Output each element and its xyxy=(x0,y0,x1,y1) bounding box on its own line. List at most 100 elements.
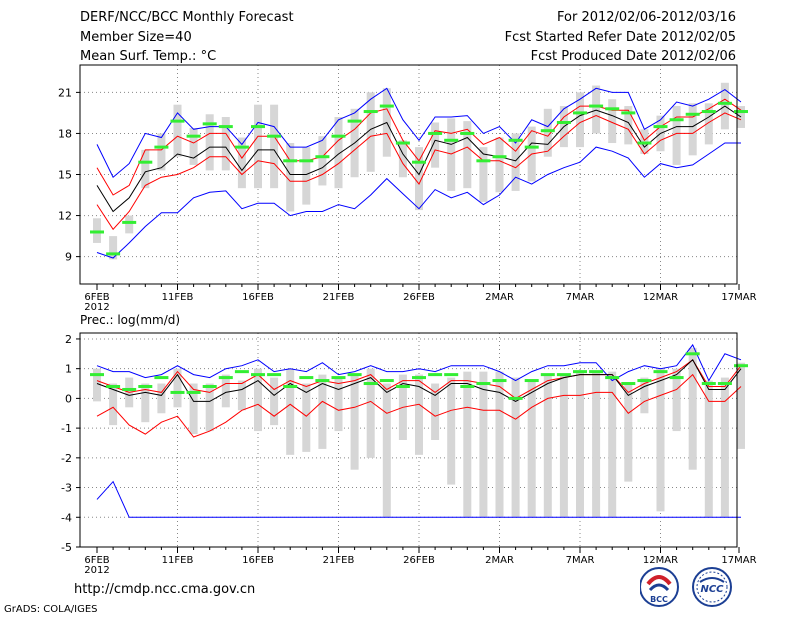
spread-box xyxy=(125,215,134,234)
spread-box xyxy=(447,377,456,485)
x-tick-label: 7MAR xyxy=(566,292,595,303)
spread-box xyxy=(608,371,617,518)
x-year-label: 2012 xyxy=(84,565,109,576)
median-marker xyxy=(251,125,265,129)
spread-box xyxy=(737,106,745,128)
median-marker xyxy=(476,159,491,163)
spread-box xyxy=(173,368,182,408)
spread-box xyxy=(640,377,649,414)
x-tick-label: 11FEB xyxy=(162,292,194,303)
spread-box xyxy=(237,380,246,411)
median-marker xyxy=(556,373,571,377)
x-tick-label: 11FEB xyxy=(162,555,194,566)
spread-box xyxy=(527,380,536,518)
bcc-logo-icon: BCC xyxy=(640,567,679,607)
median-marker xyxy=(637,379,652,383)
spread-box xyxy=(366,92,375,172)
spread-box xyxy=(350,374,359,470)
median-marker xyxy=(508,396,523,400)
median-marker xyxy=(701,382,716,386)
bcc-logo-text: BCC xyxy=(650,595,668,604)
median-marker xyxy=(283,159,298,163)
median-marker xyxy=(653,370,668,374)
spread-box xyxy=(286,143,295,212)
spread-box xyxy=(559,374,568,518)
median-marker xyxy=(669,376,684,380)
median-marker xyxy=(347,373,362,377)
median-marker xyxy=(363,110,378,114)
spread-box xyxy=(495,137,504,193)
spread-box xyxy=(463,121,472,189)
spread-box xyxy=(302,147,311,205)
x-tick-label: 16FEB xyxy=(242,555,274,566)
upper-sd-line xyxy=(96,359,742,399)
median-marker xyxy=(122,220,137,224)
x-tick-label: 21FEB xyxy=(323,555,355,566)
median-marker xyxy=(251,373,265,377)
spread-box xyxy=(704,103,713,145)
spread-box xyxy=(141,149,150,189)
median-marker xyxy=(540,373,555,377)
spread-box xyxy=(286,368,295,455)
median-marker xyxy=(234,370,249,374)
median-marker xyxy=(218,376,233,380)
spread-box xyxy=(141,383,150,423)
median-marker xyxy=(395,385,410,388)
median-marker xyxy=(621,111,636,115)
y-tick-label: -3 xyxy=(61,482,72,495)
x-tick-label: 2MAR xyxy=(485,292,514,303)
spread-box xyxy=(592,85,601,134)
lower-sd-line xyxy=(96,373,742,438)
spread-box xyxy=(447,118,456,191)
source-url[interactable]: http://cmdp.ncc.cma.gov.cn xyxy=(74,582,256,597)
x-year-label: 2012 xyxy=(84,302,109,313)
spread-box xyxy=(221,374,230,408)
median-marker xyxy=(444,373,459,377)
median-marker xyxy=(331,376,346,380)
y-tick-label: 18 xyxy=(58,127,72,140)
spread-box xyxy=(254,104,262,189)
median-marker xyxy=(589,370,604,374)
median-marker xyxy=(170,390,185,394)
median-marker xyxy=(395,141,410,145)
spread-box xyxy=(382,383,391,518)
y-tick-label: 9 xyxy=(65,251,72,264)
x-tick-label: 21FEB xyxy=(323,292,355,303)
median-marker xyxy=(524,379,539,383)
spread-box xyxy=(431,122,440,168)
spread-box xyxy=(157,383,166,414)
ncc-logo-text: NCC xyxy=(700,584,724,595)
spread-box xyxy=(431,383,440,440)
median-marker xyxy=(283,385,298,388)
median-marker xyxy=(347,119,362,123)
spread-box xyxy=(720,377,729,518)
median-marker xyxy=(363,382,378,386)
median-marker xyxy=(379,379,394,383)
median-marker xyxy=(444,138,459,142)
median-marker xyxy=(412,160,426,164)
institution-logos: BCC NCC xyxy=(640,567,732,607)
spread-box xyxy=(592,371,601,518)
spread-box xyxy=(270,377,279,426)
spread-box xyxy=(576,371,584,518)
x-tick-label: 12MAR xyxy=(643,555,678,566)
median-marker xyxy=(492,379,507,383)
x-tick-label: 2MAR xyxy=(485,555,514,566)
spread-box xyxy=(334,117,343,189)
x-tick-label: 17MAR xyxy=(721,555,756,566)
median-marker xyxy=(605,376,620,380)
spread-box xyxy=(415,147,423,211)
x-tick-label: 6FEB xyxy=(84,292,109,303)
median-marker xyxy=(331,134,346,138)
median-marker xyxy=(412,376,426,380)
spread-box xyxy=(157,133,166,171)
spread-box xyxy=(254,368,262,432)
spread-box xyxy=(189,383,198,435)
median-marker xyxy=(379,104,394,108)
median-marker xyxy=(685,352,700,356)
spread-box xyxy=(576,92,584,148)
spread-box xyxy=(270,104,279,189)
x-tick-label: 17MAR xyxy=(721,292,756,303)
median-marker xyxy=(685,112,700,116)
